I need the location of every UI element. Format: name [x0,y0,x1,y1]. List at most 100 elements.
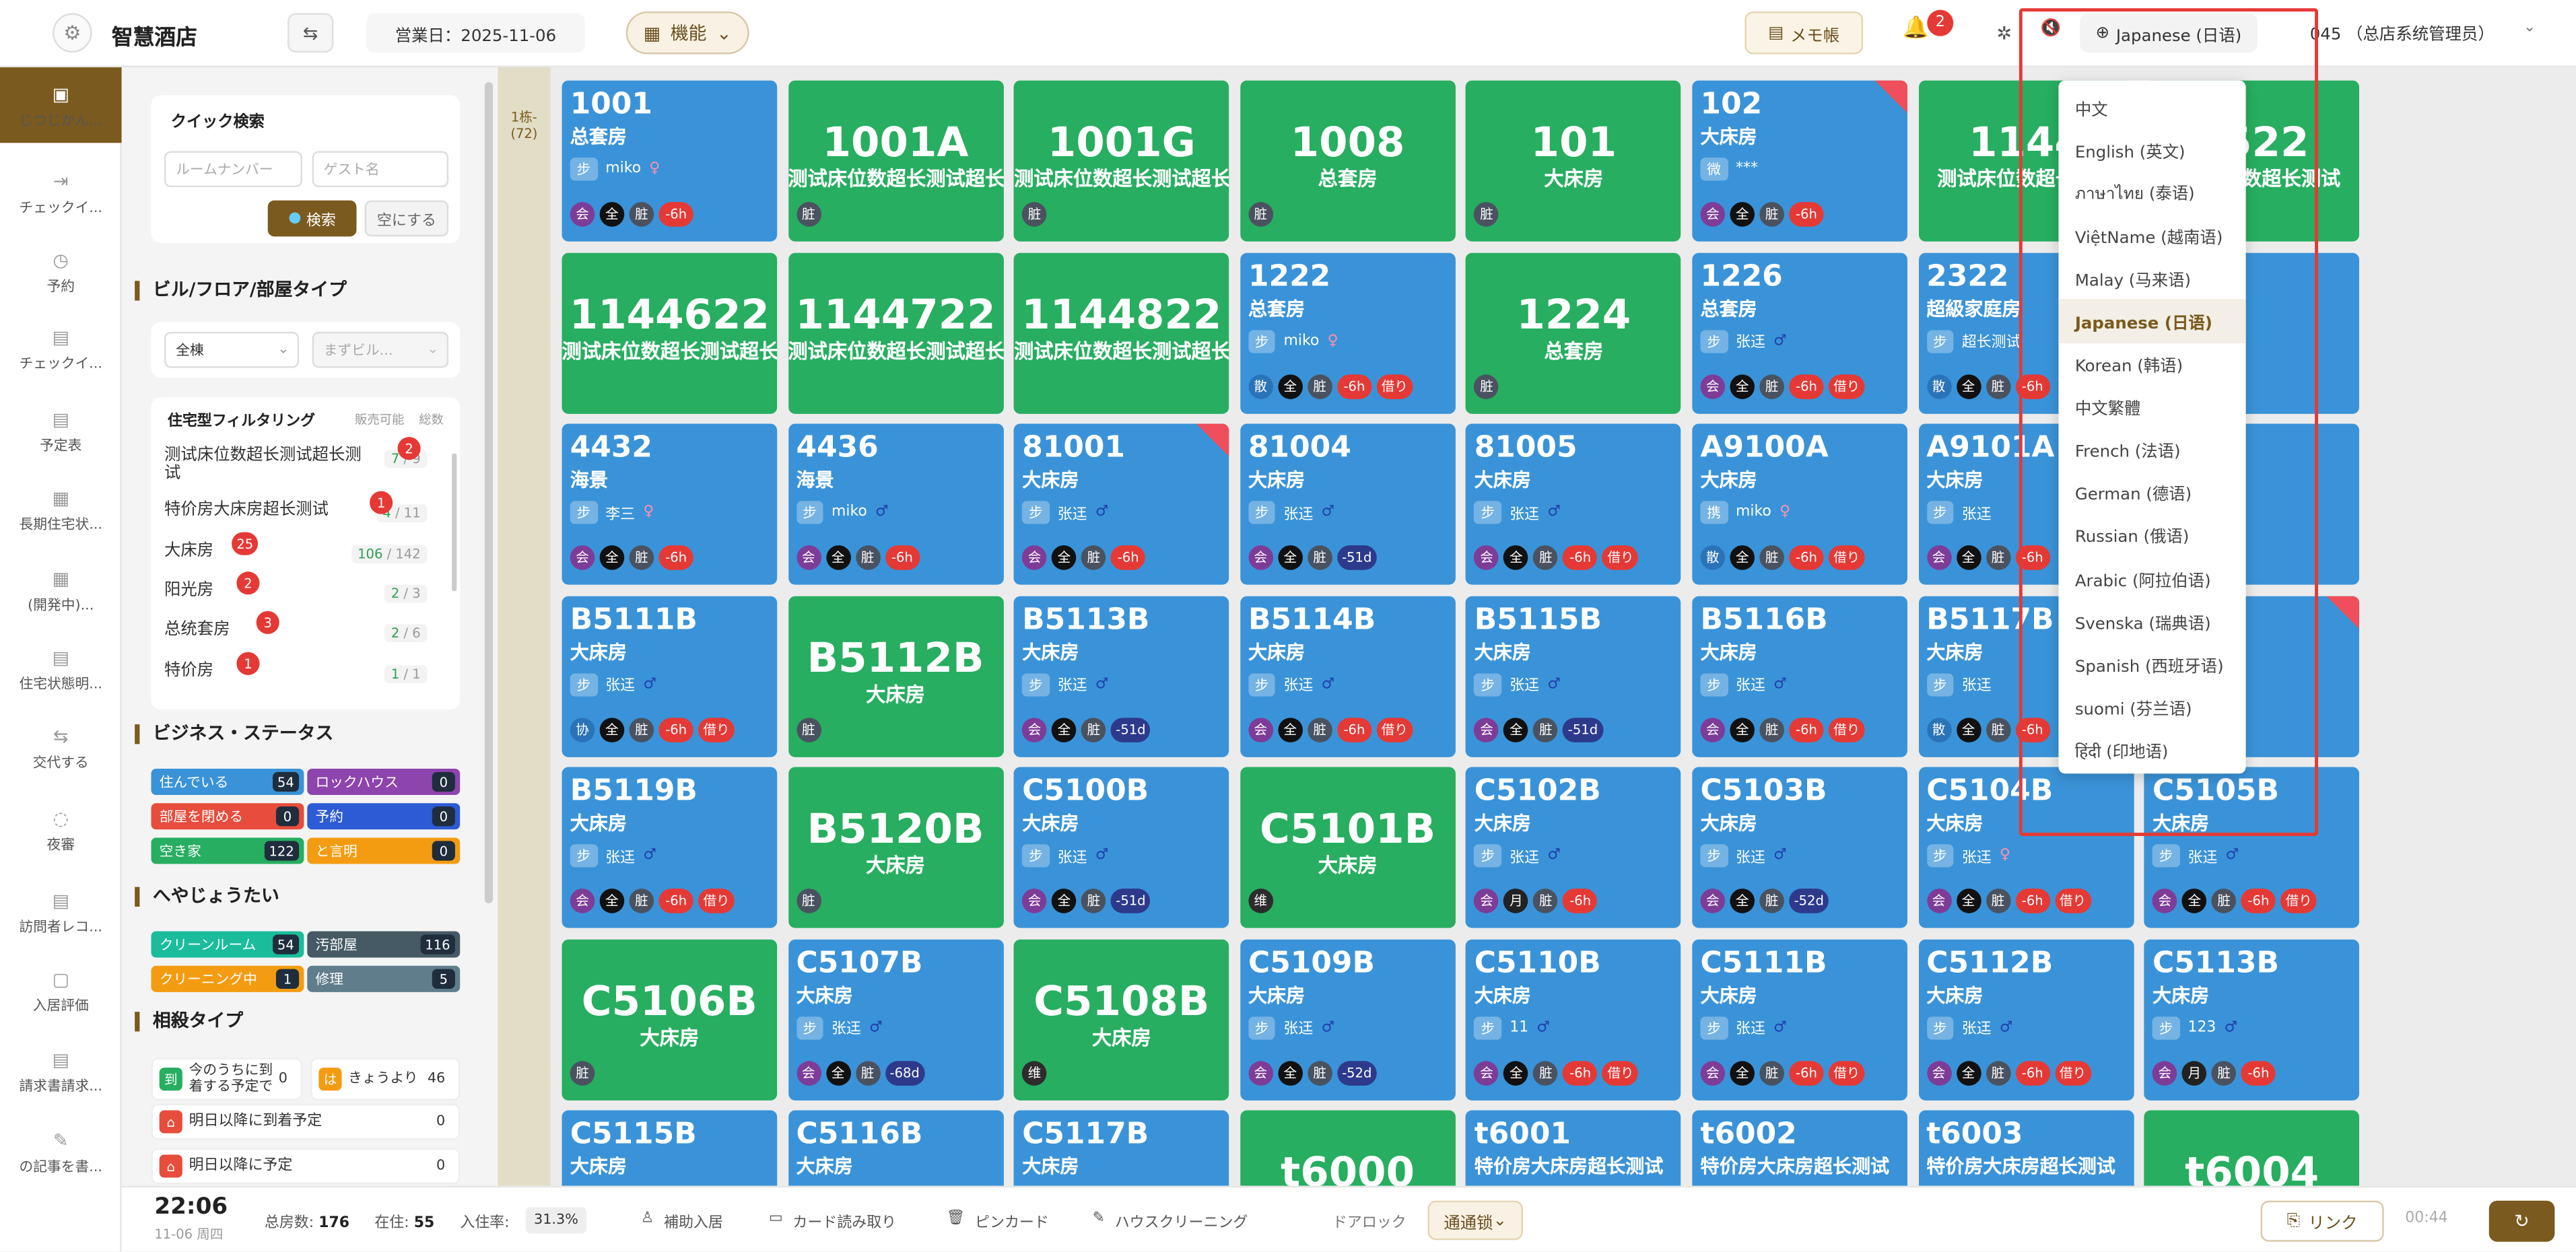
business-item[interactable]: 予約 0 [307,803,461,830]
room-card[interactable]: B5111B 大床房步张迋 ♂ 协全脏 -6h 借り [562,595,778,757]
bottom-action-button[interactable]: ▭ カード読み取り [769,1210,896,1232]
room-card[interactable]: C5110B 大床房步 11 ♂ 会全脏 -6h 借り [1466,938,1682,1100]
relation-item[interactable]: 到今のうちに到着する予定で 0 [151,1057,302,1101]
sidebar-item[interactable]: ▤ チェックイ... [0,327,122,373]
room-card[interactable]: C5111B 大床房步张迋 ♂ 会全脏 -6h 借り [1692,938,1907,1100]
language-option[interactable]: Russian (俄语) [2074,529,2190,548]
sidebar-item[interactable]: ▤ 住宅状態明... [0,647,122,693]
search-button[interactable]: ● 検索 [267,200,357,237]
language-selector[interactable]: ⊕ Japanese (日语) [2080,13,2258,53]
roomtype-item[interactable]: 特价房大床房超长测试 4 / 11 1 [164,491,428,522]
function-menu-button[interactable]: ▦ 機能 ⌄ [625,11,749,55]
roomtype-scrollbar[interactable] [452,453,457,592]
roomtype-item[interactable]: 大床房 106 / 142 25 [164,532,428,563]
room-card[interactable]: C5106B 大床房脏 [562,938,778,1100]
guest-name-input[interactable]: ゲスト名 [312,151,449,188]
room-card[interactable]: 1001A测试床位数超长测试超长测试脏 [788,80,1003,242]
language-option[interactable]: Japanese (日语) [2058,300,2246,343]
sidebar-item[interactable]: ▦ 長期住宅状... [0,488,122,534]
room-number-input[interactable]: ルームナンバー [164,151,302,188]
floor-label[interactable]: 1栋- (72) [504,110,544,143]
language-option[interactable]: 中文 [2074,101,2108,120]
business-item[interactable]: 部屋を閉める 0 [151,803,304,830]
sidebar-item[interactable]: ⇥ チェックイ... [0,171,122,217]
room-card[interactable]: t6004 [2144,1110,2360,1186]
language-option[interactable]: ภาษาไทย (泰语) [2074,185,2195,203]
room-card[interactable]: B5114B 大床房步张迋 ♂ 会全脏 -6h 借り [1240,595,1456,757]
room-card[interactable]: 1144822测试床位数超长测试超长测试 [1013,252,1229,413]
link-button[interactable]: ⎘ リンク [2260,1200,2384,1242]
room-card[interactable]: t6002 特价房大床房超长测试 [1692,1110,1907,1186]
building-select[interactable]: 全棟 ⌄ [164,331,300,368]
room-card[interactable]: C5116B 大床房 [788,1110,1003,1186]
doorlock-select[interactable]: 通通锁 ⌄ [1427,1200,1523,1241]
floor-select[interactable]: まずビル... ⌄ [312,331,449,368]
room-card[interactable]: C5107B 大床房步张迋 ♂ 会全脏 -68d [788,938,1003,1100]
pin-icon[interactable]: ✲ [1996,22,2012,44]
language-option[interactable]: ViệtName (越南语) [2074,230,2223,248]
room-card[interactable]: C5117B 大床房 [1013,1110,1229,1186]
bottom-action-button[interactable]: 🗑 ピンカード [946,1210,1048,1232]
language-option[interactable]: हिंदी (印地语) [2074,744,2169,763]
sidebar-item[interactable]: ◌ 夜審 [0,808,122,854]
roomtype-item[interactable]: 总统套房 2 / 6 3 [164,611,428,643]
mute-icon[interactable]: 🔇 [2040,20,2061,38]
language-option[interactable]: Malay (马来语) [2074,272,2192,291]
sidebar-item[interactable]: ▦ (開発中)... [0,568,122,614]
room-card[interactable]: C5108B 大床房维 [1013,938,1229,1100]
sidebar-item[interactable]: ▤ 請求書請求... [0,1049,122,1095]
room-card[interactable]: 1001 总套房步 miko ♀ 会全脏 -6h [562,80,778,242]
sidebar-item[interactable]: ▣ じつじかん... [0,67,122,143]
user-menu[interactable]: 045 （总店系统管理员） [2309,26,2495,44]
business-item[interactable]: と言明 0 [307,837,461,864]
sidebar-item[interactable]: ◷ 予約 [0,250,122,295]
room-card[interactable]: 4432 海景步李三 ♀ 会全脏 -6h [562,423,778,585]
language-option[interactable]: German (德语) [2074,487,2192,506]
room-card[interactable]: B5115B 大床房步张迋 ♂ 会全脏 -51d [1466,595,1682,757]
room-card[interactable]: 81005 大床房步张迋 ♂ 会全脏 -6h 借り [1466,423,1682,585]
room-card[interactable]: A9100A 大床房携 miko ♀ 散全脏 -6h 借り [1692,423,1907,585]
room-card[interactable]: C5115B 大床房 [562,1110,778,1186]
relation-item[interactable]: はきょうより 46 [310,1057,461,1101]
memo-button[interactable]: ▤ メモ帳 [1744,11,1864,55]
language-option[interactable]: Arabic (阿拉伯语) [2074,572,2211,591]
sidebar-item[interactable]: ▤ 予定表 [0,409,122,455]
room-card[interactable]: B5112B 大床房脏 [788,595,1003,757]
sidebar-item[interactable]: ⇆ 交代する [0,726,122,772]
room-card[interactable]: B5113B 大床房步张迋 ♂ 会全脏 -51d [1013,595,1229,757]
language-option[interactable]: French (法语) [2074,444,2181,462]
clear-button[interactable]: 空にする [364,200,449,237]
room-card[interactable]: t6001 特价房大床房超长测试 [1466,1110,1682,1186]
room-card[interactable]: 102 大床房微 *** 会全脏 -6h [1692,80,1907,242]
room-card[interactable]: 4436 海景步 miko ♂ 会全脏 -6h [788,423,1003,585]
roomstate-item[interactable]: 修理 5 [307,965,461,992]
room-card[interactable]: C5104B 大床房步张迋 ♀ 会全脏 -6h 借り [1918,767,2134,928]
relation-item[interactable]: ⌂ 明日以降に予定 0 [151,1148,461,1185]
bell-icon[interactable]: 🔔 [1902,16,1930,42]
business-item[interactable]: 住んでいる 54 [151,768,304,796]
room-card[interactable]: B5119B 大床房步张迋 ♂ 会全脏 -6h 借り [562,767,778,928]
room-card[interactable]: 1226 总套房步张迋 ♂ 会全脏 -6h 借り [1692,252,1907,413]
room-card[interactable]: C5105B 大床房步张迋 ♂ 会全脏 -6h 借り [2144,767,2360,928]
room-card[interactable]: 1222 总套房步 miko ♀ 散全脏 -6h 借り [1240,252,1456,413]
room-card[interactable]: 1224 总套房脏 [1466,252,1682,413]
swap-icon[interactable]: ⇆ [287,13,334,53]
roomstate-item[interactable]: クリーンルーム 54 [151,931,304,958]
language-option[interactable]: Svenska (瑞典语) [2074,615,2211,634]
room-card[interactable]: B5120B 大床房脏 [788,767,1003,928]
room-card[interactable]: t6000 [1240,1110,1456,1186]
sidebar-item[interactable]: ▤ 訪問者レコ... [0,891,122,936]
room-card[interactable]: 1144722测试床位数超长测试超长测试 [788,252,1003,413]
room-card[interactable]: 1008 总套房脏 [1240,80,1456,242]
room-card[interactable]: C5109B 大床房步张迋 ♂ 会全脏 -52d [1240,938,1456,1100]
roomstate-item[interactable]: クリーニング中 1 [151,965,304,992]
room-card[interactable]: C5112B 大床房步张迋 ♂ 会全脏 -6h 借り [1918,938,2134,1100]
roomstate-item[interactable]: 汚部屋 116 [307,931,461,958]
room-card[interactable]: C5100B 大床房步张迋 ♂ 会全脏 -51d [1013,767,1229,928]
language-option[interactable]: Spanish (西班牙语) [2074,658,2224,676]
sidebar-item[interactable]: ✎ の記事を書... [0,1130,122,1176]
language-option[interactable]: English (英文) [2074,143,2185,162]
